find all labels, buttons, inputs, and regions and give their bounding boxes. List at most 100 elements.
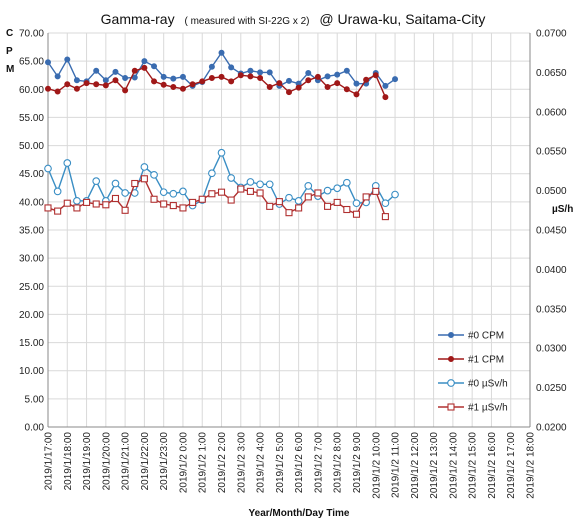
data-point-usv1 bbox=[140, 175, 148, 183]
data-point-cpm0 bbox=[334, 71, 341, 78]
data-point-cpm1 bbox=[170, 84, 177, 91]
data-point-cpm1 bbox=[218, 73, 225, 80]
data-point-cpm1 bbox=[93, 81, 100, 88]
data-point-usv1 bbox=[189, 198, 197, 206]
data-point-cpm1 bbox=[372, 72, 379, 79]
data-point-usv0 bbox=[208, 169, 216, 178]
data-point-cpm1 bbox=[122, 87, 129, 94]
y-right-tick-label: 0.0650 bbox=[536, 68, 567, 79]
y-left-tick-label: 35.00 bbox=[19, 226, 44, 237]
x-tick-label: 2019/1/2 3:00 bbox=[236, 432, 247, 494]
data-point-cpm0 bbox=[228, 64, 235, 71]
legend-item-usv0: #0 µSv/h bbox=[438, 379, 508, 390]
title-suffix: @ Urawa-ku, Saitama-City bbox=[319, 11, 485, 27]
data-point-usv1 bbox=[343, 205, 351, 214]
data-point-usv1 bbox=[44, 204, 52, 212]
data-point-usv1 bbox=[102, 201, 110, 209]
data-point-usv1 bbox=[266, 202, 274, 210]
data-point-usv0 bbox=[217, 148, 226, 157]
y-left-tick-label: 0.00 bbox=[25, 423, 45, 434]
y-left-tick-label: 65.00 bbox=[19, 57, 44, 68]
data-point-cpm0 bbox=[247, 67, 254, 74]
x-tick-label: 2019/1/19:00 bbox=[82, 432, 93, 491]
series-cpm1 bbox=[45, 64, 389, 101]
data-point-usv0 bbox=[352, 199, 361, 208]
y-right-label: µS/h bbox=[552, 204, 573, 215]
data-point-usv0 bbox=[63, 159, 72, 167]
data-point-cpm1 bbox=[343, 86, 350, 93]
data-point-cpm1 bbox=[112, 77, 119, 84]
data-point-cpm1 bbox=[324, 84, 331, 91]
data-point-usv1 bbox=[227, 196, 235, 204]
x-tick-label: 2019/1/2 1:00 bbox=[198, 432, 209, 494]
data-point-cpm1 bbox=[73, 85, 80, 92]
x-tick-label: 2019/1/2 10:00 bbox=[371, 432, 382, 499]
data-point-cpm1 bbox=[199, 78, 206, 85]
x-tick-label: 2019/1/2 14:00 bbox=[448, 432, 459, 499]
x-tick-label: 2019/1/2 4:00 bbox=[256, 432, 267, 494]
data-point-usv1 bbox=[179, 204, 187, 212]
x-tick-label: 2019/1/21:00 bbox=[121, 432, 132, 491]
data-point-cpm1 bbox=[151, 78, 158, 85]
y-left-tick-label: 40.00 bbox=[19, 197, 44, 208]
data-point-cpm1 bbox=[45, 85, 52, 92]
y-right-tick-label: 0.0600 bbox=[536, 107, 567, 118]
x-tick-label: 2019/1/20:00 bbox=[101, 432, 112, 491]
data-point-usv1 bbox=[352, 210, 361, 218]
data-point-cpm1 bbox=[54, 88, 61, 95]
data-point-usv0 bbox=[304, 182, 313, 190]
data-point-usv1 bbox=[324, 202, 332, 210]
data-point-cpm0 bbox=[160, 73, 167, 80]
y-left-tick-label: 5.00 bbox=[25, 394, 45, 405]
data-point-cpm0 bbox=[93, 67, 100, 74]
y-right-tick-label: 0.0400 bbox=[536, 265, 567, 276]
x-tick-label: 2019/1/2 2:00 bbox=[217, 432, 228, 494]
data-point-cpm0 bbox=[45, 59, 52, 66]
data-point-usv1 bbox=[92, 200, 100, 208]
x-axis-label: Year/Month/Day Time bbox=[249, 508, 350, 519]
data-point-cpm0 bbox=[170, 75, 177, 82]
x-tick-label: 2019/1/2 18:00 bbox=[526, 432, 537, 499]
data-point-cpm1 bbox=[131, 67, 138, 74]
data-point-cpm1 bbox=[64, 81, 71, 88]
data-point-cpm0 bbox=[353, 80, 360, 87]
data-point-usv0 bbox=[381, 199, 390, 208]
y-left-tick-label: 60.00 bbox=[19, 85, 44, 96]
data-point-cpm0 bbox=[179, 73, 186, 80]
data-point-usv1 bbox=[83, 198, 91, 206]
data-point-usv1 bbox=[169, 202, 177, 210]
legend-marker-cpm1 bbox=[447, 355, 454, 362]
data-point-cpm0 bbox=[112, 68, 119, 75]
x-tick-label: 2019/1/2 12:00 bbox=[410, 432, 421, 499]
data-point-usv1 bbox=[131, 179, 139, 188]
data-point-usv0 bbox=[159, 188, 168, 197]
x-tick-label: 2019/1/2 9:00 bbox=[352, 432, 363, 494]
data-point-usv0 bbox=[179, 187, 187, 196]
data-point-usv1 bbox=[111, 194, 120, 203]
data-point-usv0 bbox=[285, 193, 293, 202]
title-note: ( measured with SI-22G x 2) bbox=[184, 16, 309, 27]
y-right-tick-label: 0.0200 bbox=[536, 423, 567, 434]
data-point-cpm0 bbox=[343, 67, 350, 74]
data-point-cpm0 bbox=[392, 76, 399, 83]
data-point-cpm0 bbox=[54, 73, 61, 80]
x-tick-label: 2019/1/2 13:00 bbox=[429, 432, 440, 499]
data-point-usv1 bbox=[275, 198, 283, 206]
data-point-cpm0 bbox=[266, 69, 273, 76]
data-point-cpm0 bbox=[218, 49, 225, 56]
legend-item-cpm1: #1 CPM bbox=[438, 355, 504, 366]
x-tick-label: 2019/1/2 0:00 bbox=[178, 432, 189, 494]
y-left-tick-label: 45.00 bbox=[19, 169, 44, 180]
data-point-usv1 bbox=[54, 207, 62, 215]
x-tick-label: 2019/1/2 11:00 bbox=[391, 432, 402, 498]
data-point-cpm0 bbox=[151, 63, 158, 70]
data-point-usv1 bbox=[333, 198, 341, 206]
x-tick-label: 2019/1/2 15:00 bbox=[468, 432, 479, 499]
data-point-cpm0 bbox=[102, 77, 109, 84]
data-point-usv1 bbox=[217, 188, 226, 196]
data-point-usv1 bbox=[208, 190, 216, 198]
data-point-usv1 bbox=[198, 195, 206, 203]
y-left-label-m: M bbox=[6, 64, 14, 75]
data-point-usv0 bbox=[121, 189, 129, 197]
